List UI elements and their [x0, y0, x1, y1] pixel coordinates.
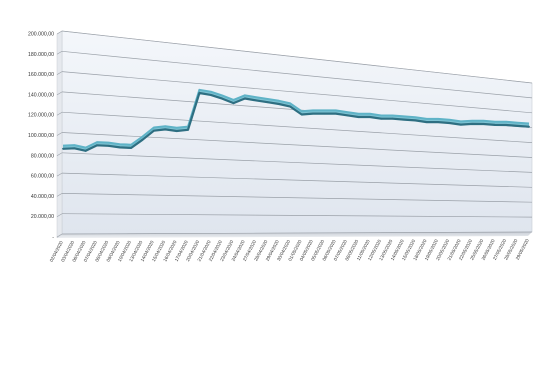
data-point [175, 130, 178, 132]
y-tick-label: 80.000,00 [31, 153, 54, 159]
gridline-side-6 [56, 111, 63, 116]
data-point [164, 128, 167, 131]
data-point [73, 147, 76, 150]
data-point [482, 123, 485, 125]
gridline-side-4 [56, 152, 63, 157]
y-tick-label: 200.000,00 [28, 32, 54, 38]
y-tick-label: 20.000,00 [31, 214, 54, 220]
data-point [221, 97, 224, 100]
data-point [300, 113, 303, 116]
data-point [505, 124, 508, 126]
data-point [437, 121, 439, 123]
data-point [118, 146, 121, 149]
data-point [255, 99, 258, 102]
chart-back-wall [56, 30, 533, 239]
gridline-0 [61, 231, 533, 235]
data-point [62, 147, 64, 150]
data-point [369, 116, 371, 118]
gridline-side-2 [56, 193, 63, 197]
data-point [357, 116, 360, 118]
data-point [425, 121, 428, 123]
data-point [209, 94, 212, 96]
data-point [380, 117, 383, 120]
data-point [414, 119, 417, 122]
gridline-6 [61, 111, 533, 143]
data-point [198, 92, 201, 94]
data-point [459, 123, 462, 126]
data-point [334, 112, 337, 115]
gridline-2 [61, 193, 533, 203]
data-point [187, 128, 189, 131]
y-tick-label: 40.000,00 [31, 194, 54, 200]
y-tick-label: 100.000,00 [28, 133, 54, 139]
gridline-1 [61, 213, 533, 218]
gridline-side-8 [56, 71, 63, 75]
series-ribbon-back [62, 88, 530, 149]
gridline-5 [61, 132, 533, 158]
y-tick-label: 60.000,00 [31, 174, 54, 180]
data-point [153, 129, 155, 132]
data-point [232, 102, 235, 104]
x-axis: 02/04/202003/04/202006/04/202007/04/2020… [49, 238, 530, 263]
gridline-4 [61, 152, 533, 173]
data-point [312, 112, 314, 115]
data-point [323, 112, 326, 115]
back-wall [61, 30, 533, 235]
data-point [403, 118, 405, 121]
data-point [346, 114, 348, 117]
gridline-3 [61, 172, 533, 188]
y-tick-label: - [52, 235, 54, 241]
gridline-side-10 [56, 30, 63, 35]
y-axis: - 20.000,00 40.000,00 60.000,00 80.000,00 100… [28, 32, 54, 241]
series-line [62, 88, 530, 152]
data-point [471, 123, 474, 125]
data-point [141, 138, 144, 141]
y-tick-label: 120.000,00 [28, 113, 54, 119]
data-point [289, 105, 292, 108]
gridline-9 [61, 50, 533, 99]
gridline-side-0 [56, 233, 63, 238]
series-ribbon-front [62, 91, 530, 152]
y-tick-label: 160.000,00 [28, 72, 54, 78]
data-point [448, 122, 451, 124]
gridline-10 [61, 30, 533, 84]
data-point [266, 101, 269, 104]
gridline-8 [61, 71, 533, 114]
gridline-side-7 [56, 91, 63, 96]
y-tick-label: 140.000,00 [28, 92, 54, 98]
series-ribbon-top [63, 89, 529, 151]
data-point [96, 144, 98, 147]
gridline-side-5 [56, 132, 63, 136]
data-point [494, 124, 496, 126]
gridline-side-1 [56, 213, 63, 217]
floor [57, 232, 532, 238]
data-point [130, 147, 133, 149]
gridline-side-9 [56, 51, 63, 55]
y-tick-label: 180.000,00 [28, 52, 54, 58]
data-point [107, 144, 110, 147]
side-wall [56, 30, 63, 239]
data-point [391, 117, 394, 120]
data-point [84, 149, 87, 152]
data-point [244, 97, 246, 100]
gridline-side-3 [56, 172, 63, 177]
data-point [528, 125, 530, 128]
data-point [278, 103, 280, 105]
data-point [516, 125, 519, 127]
